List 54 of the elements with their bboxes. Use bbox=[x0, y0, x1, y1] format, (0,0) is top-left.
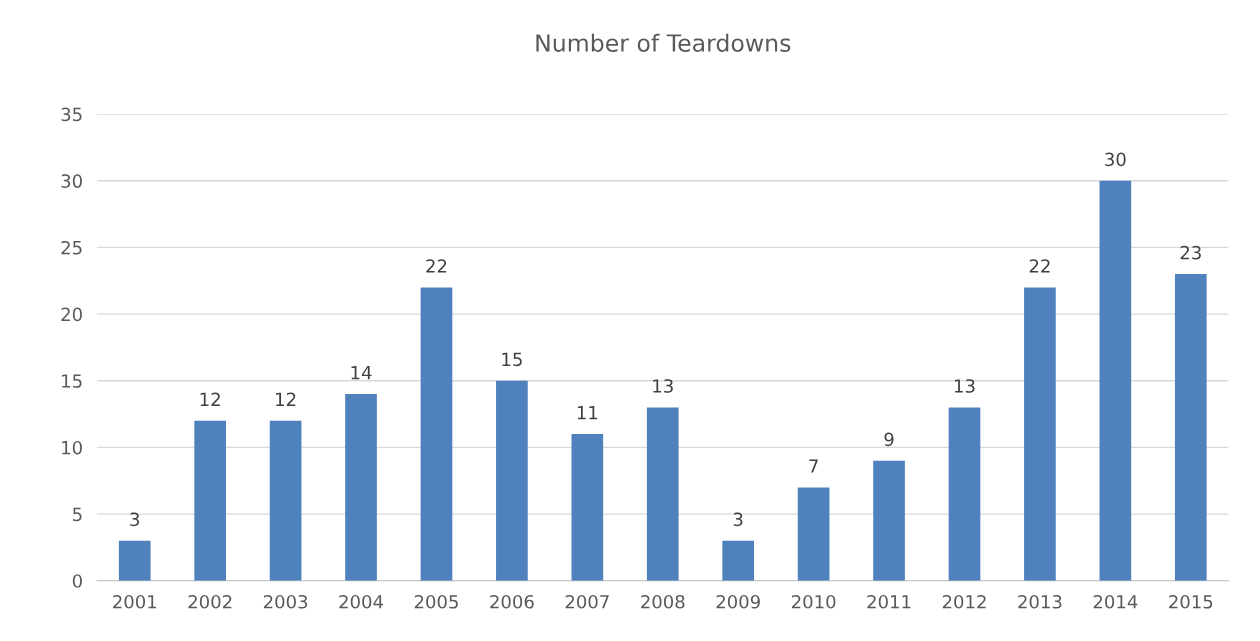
x-tick-label: 2015 bbox=[1169, 594, 1213, 609]
y-tick-label: 5 bbox=[73, 507, 82, 522]
x-tick-label: 2008 bbox=[641, 594, 685, 609]
bar bbox=[496, 380, 528, 581]
y-tick-label: 0 bbox=[72, 574, 82, 588]
x-tick-label: 2001 bbox=[113, 594, 157, 609]
x-tick-label: 2006 bbox=[490, 594, 534, 609]
x-tick-label: 2005 bbox=[414, 594, 458, 609]
data-label: 22 bbox=[1029, 259, 1050, 273]
y-tick-label: 30 bbox=[61, 174, 82, 188]
bar bbox=[1099, 180, 1132, 581]
y-tick-label: 10 bbox=[62, 440, 82, 455]
bar bbox=[571, 434, 604, 581]
data-label: 12 bbox=[276, 392, 296, 406]
x-tick-label: 2007 bbox=[565, 594, 609, 609]
bar bbox=[118, 540, 151, 581]
x-tick-label: 2002 bbox=[188, 594, 232, 609]
x-tick-label: 2013 bbox=[1018, 594, 1062, 609]
x-tick-label: 2010 bbox=[791, 594, 836, 609]
x-tick-label: 2014 bbox=[1093, 594, 1138, 609]
bar bbox=[948, 407, 981, 581]
bar bbox=[722, 540, 755, 581]
data-label: 12 bbox=[200, 392, 220, 406]
y-tick-label: 35 bbox=[61, 107, 82, 122]
y-tick-label: 25 bbox=[61, 240, 82, 255]
data-label: 13 bbox=[653, 379, 673, 393]
x-tick-label: 2012 bbox=[942, 594, 986, 609]
x-tick-label: 2004 bbox=[339, 594, 383, 609]
bar bbox=[345, 394, 377, 581]
data-label: 9 bbox=[884, 432, 894, 447]
data-label: 30 bbox=[1105, 152, 1126, 167]
bar bbox=[1174, 274, 1207, 581]
bar bbox=[269, 420, 302, 581]
bar bbox=[1024, 287, 1056, 581]
data-label: 3 bbox=[733, 512, 743, 527]
bar bbox=[873, 460, 905, 581]
bar bbox=[797, 487, 830, 581]
chart-title: Number of Teardowns bbox=[536, 33, 791, 52]
data-label: 11 bbox=[577, 406, 598, 420]
data-label: 13 bbox=[954, 379, 975, 393]
bar bbox=[646, 407, 679, 581]
data-label: 15 bbox=[502, 352, 522, 367]
x-tick-label: 2003 bbox=[263, 594, 308, 609]
x-tick-label: 2011 bbox=[867, 594, 911, 609]
y-tick-label: 15 bbox=[62, 374, 82, 388]
bar bbox=[194, 420, 227, 581]
data-label: 14 bbox=[351, 366, 372, 380]
y-tick-label: 20 bbox=[61, 307, 82, 322]
x-tick-label: 2009 bbox=[716, 594, 760, 609]
data-label: 3 bbox=[130, 512, 140, 527]
bar bbox=[420, 287, 453, 581]
data-label: 7 bbox=[809, 459, 818, 473]
data-label: 23 bbox=[1180, 245, 1201, 260]
data-label: 22 bbox=[426, 259, 447, 273]
